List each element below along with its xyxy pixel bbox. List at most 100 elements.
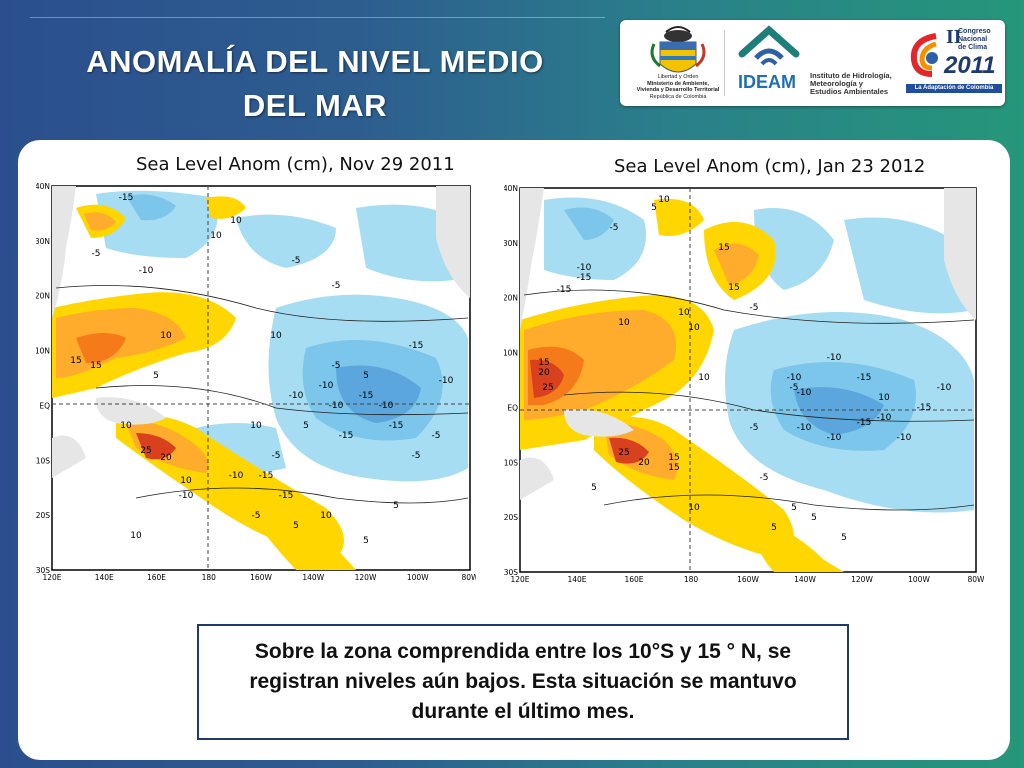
lat-tick-label: 40N xyxy=(36,182,50,191)
lon-tick-label: 160W xyxy=(250,573,272,582)
contour-label: -5 xyxy=(790,383,799,393)
contour-label: -10 xyxy=(319,381,334,391)
contour-label: 10 xyxy=(180,476,192,486)
ideam-description: Instituto de Hidrología, Meteorología y … xyxy=(810,72,892,96)
lon-tick-label: 80W xyxy=(968,575,984,584)
contour-label: -10 xyxy=(139,266,154,276)
map1-lat-axis: 40N 30N 20N 10N EQ 10S 20S 30S xyxy=(36,182,50,575)
ideam-desc-3: Estudios Ambientales xyxy=(810,87,889,96)
contour-label: -15 xyxy=(577,273,592,283)
contour-label: -15 xyxy=(279,491,294,501)
lat-tick-label: EQ xyxy=(39,401,50,410)
contour-label: 15 xyxy=(728,283,739,293)
caption-text: Sobre la zona comprendida entre los 10°S… xyxy=(249,640,797,723)
lat-tick-label: 10N xyxy=(504,349,518,358)
lat-tick-label: 30S xyxy=(504,568,518,577)
lon-tick-label: 140W xyxy=(794,575,816,584)
ideam-desc-1: Instituto de Hidrología, xyxy=(810,71,892,80)
gov-text: Libertad y Orden Ministerio de Ambiente,… xyxy=(636,74,720,100)
contour-label: -5 xyxy=(760,473,769,483)
contour-label: 5 xyxy=(791,503,797,513)
slide-title: ANOMALÍA DEL NIVEL MEDIO DEL MAR xyxy=(60,40,570,128)
contour-label: -15 xyxy=(409,341,424,351)
contour-label: 10 xyxy=(688,503,700,513)
ideam-desc-2: Meteorología y xyxy=(810,79,863,88)
lat-tick-label: 30N xyxy=(36,237,50,246)
contour-label: -10 xyxy=(937,383,952,393)
contour-label: 15 xyxy=(718,243,729,253)
lon-tick-label: 120E xyxy=(42,573,61,582)
lon-tick-label: 80W xyxy=(462,573,476,582)
contour-label: -5 xyxy=(252,511,261,521)
contour-label: -10 xyxy=(827,353,842,363)
map2-title: Sea Level Anom (cm), Jan 23 2012 xyxy=(614,156,926,177)
contour-label: -15 xyxy=(389,421,404,431)
contour-label: 10 xyxy=(230,216,242,226)
contour-label: 5 xyxy=(293,521,299,531)
contour-label: 5 xyxy=(771,523,777,533)
contour-label: -15 xyxy=(857,373,872,383)
logo-divider xyxy=(724,30,725,96)
contour-label: -15 xyxy=(119,193,134,203)
contour-label: -5 xyxy=(292,256,301,266)
gov-line-4: República de Colombia xyxy=(649,93,707,100)
contour-label: 10 xyxy=(130,531,142,541)
contour-label: 5 xyxy=(363,371,369,381)
contour-label: -10 xyxy=(577,263,592,273)
contour-label: -10 xyxy=(379,401,394,411)
contour-label: -5 xyxy=(332,361,341,371)
lat-tick-label: EQ xyxy=(507,403,518,412)
contour-label: -5 xyxy=(332,281,341,291)
congreso-logo-swirl xyxy=(910,33,938,77)
contour-label: -15 xyxy=(917,403,932,413)
contour-label: 15 xyxy=(538,358,549,368)
gov-line-1: Libertad y Orden xyxy=(657,74,699,80)
contour-label: -15 xyxy=(259,471,274,481)
lon-tick-label: 140E xyxy=(567,575,586,584)
slide-title-line2: DEL MAR xyxy=(242,88,388,123)
contour-label: 25 xyxy=(618,448,629,458)
lat-tick-label: 20S xyxy=(504,513,518,522)
contour-label: 15 xyxy=(70,356,81,366)
contour-label: -10 xyxy=(797,388,812,398)
contour-label: -10 xyxy=(897,433,912,443)
contour-label: -10 xyxy=(439,376,454,386)
lon-tick-label: 140E xyxy=(95,573,114,582)
contour-label: -15 xyxy=(339,431,354,441)
map1-title: Sea Level Anom (cm), Nov 29 2011 xyxy=(136,154,455,175)
contour-label: -10 xyxy=(329,401,344,411)
contour-label: 25 xyxy=(140,446,151,456)
contour-label: 10 xyxy=(688,323,700,333)
contour-label: 5 xyxy=(363,536,369,546)
contour-label: 15 xyxy=(90,361,101,371)
contour-label: 5 xyxy=(303,421,309,431)
ideam-logo-icon xyxy=(738,25,800,66)
congreso-tagline: La Adaptación de Colombia xyxy=(906,84,1002,93)
lon-tick-label: 180 xyxy=(684,575,699,584)
contour-label: 10 xyxy=(618,318,630,328)
contour-label: 5 xyxy=(651,203,657,213)
contour-label: 10 xyxy=(698,373,710,383)
map1-lon-axis: 120E 140E 160E 180 160W 140W 120W 100W 80W xyxy=(42,573,476,582)
lat-tick-label: 40N xyxy=(504,184,518,193)
lon-tick-label: 160E xyxy=(624,575,643,584)
ideam-wordmark: IDEAM xyxy=(738,72,796,92)
lat-tick-label: 10S xyxy=(36,456,50,465)
lon-tick-label: 100W xyxy=(908,575,930,584)
lon-tick-label: 180 xyxy=(202,573,217,582)
lat-tick-label: 30N xyxy=(504,239,518,248)
gov-line-2: Ministerio de Ambiente, xyxy=(647,80,709,87)
contour-label: 10 xyxy=(160,331,172,341)
contour-label: -5 xyxy=(92,249,101,259)
contour-label: 10 xyxy=(658,195,670,205)
contour-label: 5 xyxy=(811,513,817,523)
contour-label: -10 xyxy=(797,423,812,433)
contour-label: 20 xyxy=(538,368,550,378)
lat-tick-label: 20S xyxy=(36,511,50,520)
map1-contour-labels: -15 10 10 -5 -10 -5 -5 15 10 15 5 10 -5 -10 -15 -15 -10 -… xyxy=(70,193,453,546)
congreso-year: 2011 xyxy=(944,52,996,79)
congreso-line-2: Nacional xyxy=(958,36,988,43)
contour-label: -10 xyxy=(827,433,842,443)
title-rule xyxy=(30,17,605,18)
